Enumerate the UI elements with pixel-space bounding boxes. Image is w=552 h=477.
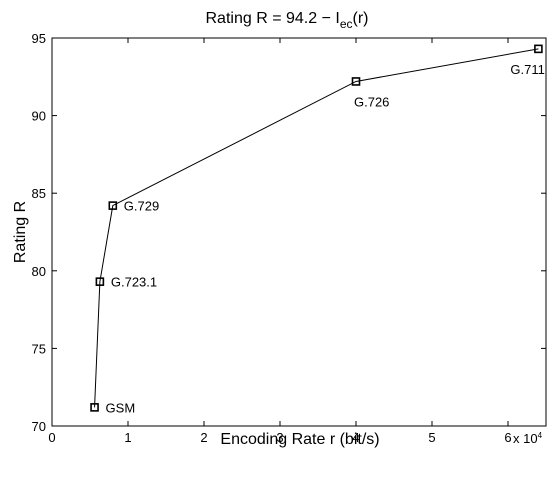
x-axis-label: Encoding Rate r (bit/s) (220, 431, 379, 448)
x-tick-label: 4 (352, 430, 359, 445)
point-labels: GSM G.723.1 G.729 G.726 G.711 (106, 62, 545, 416)
y-axis: 70 75 80 85 90 95 (32, 31, 546, 434)
data-point-label: G.729 (124, 199, 159, 214)
plot-border (51, 37, 547, 427)
x-axis-multiplier: x 104 (513, 431, 543, 446)
x-axis-multiplier-base: x 10 (513, 431, 538, 446)
y-tick-label: 70 (32, 419, 46, 434)
data-point-marker (90, 403, 99, 412)
chart-title: Rating R = 94.2 − Iec(r) (206, 10, 369, 31)
data-series (90, 44, 543, 412)
x-tick-label: 0 (48, 430, 55, 445)
data-point-marker (534, 44, 543, 54)
x-tick-label: 5 (428, 430, 435, 445)
y-tick-label: 85 (32, 186, 46, 201)
series-line (94, 48, 539, 408)
data-point-marker (108, 201, 118, 210)
data-point-marker (351, 77, 361, 86)
y-tick-label: 80 (32, 264, 46, 279)
chart-title-prefix: Rating R = 94.2 − I (206, 10, 340, 27)
data-point-label: G.711 (510, 62, 544, 77)
y-axis-label: Rating R (12, 201, 29, 263)
chart-title-suffix: (r) (353, 10, 369, 27)
x-tick-label: 1 (124, 430, 131, 445)
x-axis-multiplier-exponent: 4 (538, 431, 543, 440)
x-tick-label: 2 (200, 430, 207, 445)
x-tick-label: 3 (276, 430, 283, 445)
data-point-marker (95, 277, 105, 286)
y-tick-label: 95 (32, 31, 46, 46)
y-tick-label: 75 (32, 341, 46, 356)
data-point-label: GSM (106, 400, 136, 415)
chart-title-subscript: ec (340, 17, 353, 31)
data-point-label: G.726 (354, 94, 389, 109)
plot-frame (51, 37, 547, 427)
data-point-label: G.723.1 (111, 275, 157, 290)
x-axis: 0 1 2 3 4 5 6 (48, 38, 512, 445)
y-tick-label: 90 (32, 109, 46, 124)
x-tick-label: 6 (504, 430, 511, 445)
